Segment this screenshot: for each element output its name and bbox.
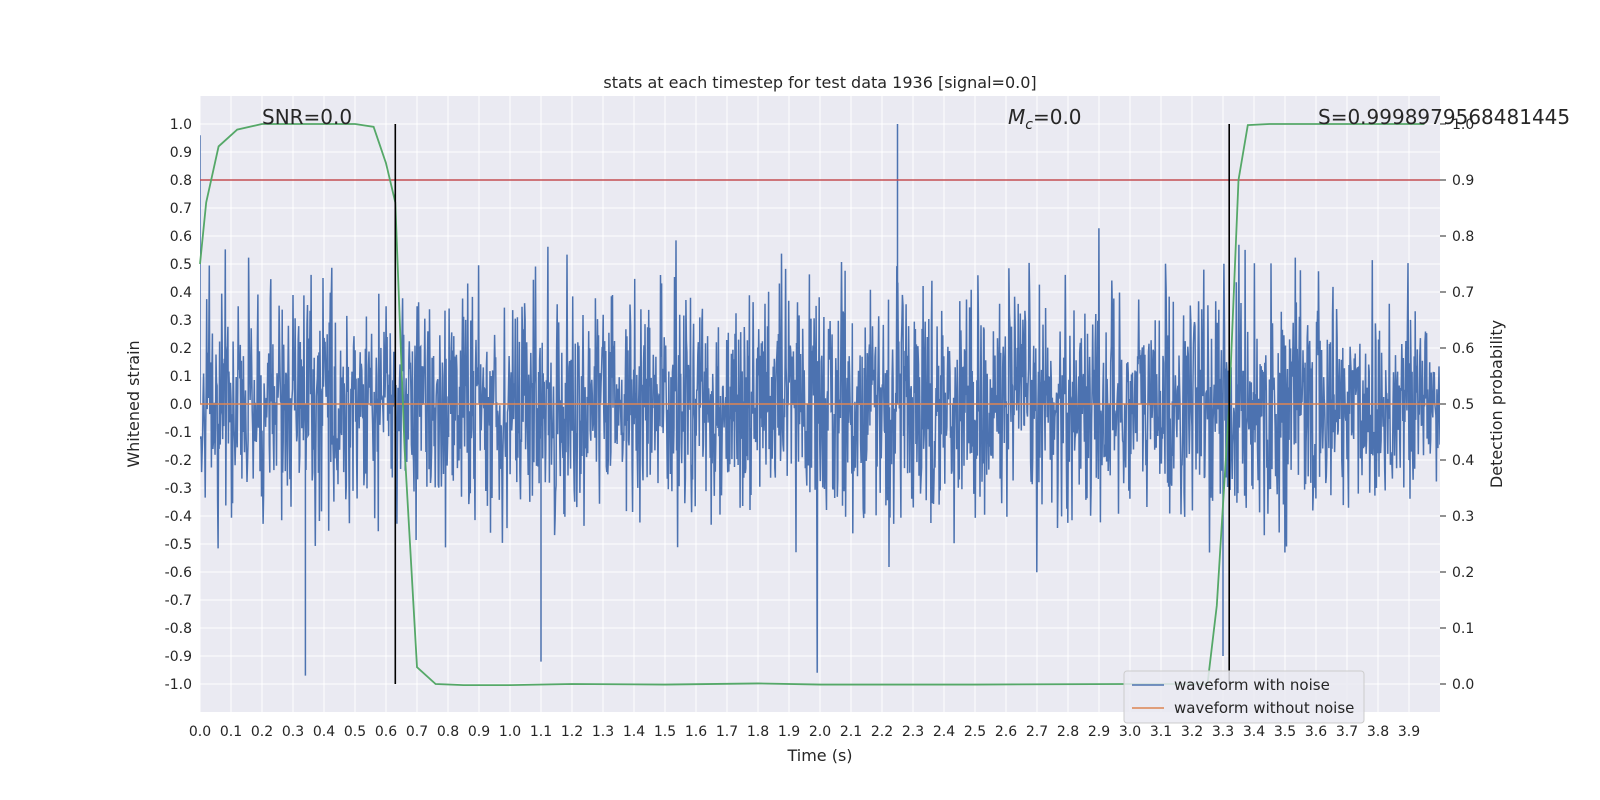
legend-box [1123,670,1365,724]
x-tick-label: 1.9 [778,724,800,740]
x-tick-label: 0.8 [437,724,459,740]
y2-tick-label: 0.6 [1452,341,1474,357]
y-tick-label: 0.8 [170,173,192,189]
mc-annotation: Mc=0.0 [1008,105,1082,133]
x-tick-label: 2.7 [1026,724,1048,740]
y-tick-label: 0.1 [170,369,192,385]
y-tick-label: -0.5 [165,537,192,553]
y-tick-label: 0.9 [170,145,192,161]
x-tick-label: 2.1 [840,724,862,740]
x-tick-label: 1.4 [623,724,645,740]
x-tick-label: 3.9 [1398,724,1420,740]
x-tick-label: 1.2 [561,724,583,740]
x-tick-label: 0.3 [282,724,304,740]
chart-title: stats at each timestep for test data 193… [603,73,1036,92]
x-tick-label: 2.4 [933,724,955,740]
x-tick-label: 3.4 [1243,724,1265,740]
x-tick-label: 3.0 [1119,724,1141,740]
y-tick-label: -0.3 [165,481,192,497]
y-tick-label: -0.2 [165,453,192,469]
y-tick-label: 0.0 [170,397,192,413]
x-tick-label: 0.2 [251,724,273,740]
y2-tick-label: 0.2 [1452,565,1474,581]
x-tick-label: 2.9 [1088,724,1110,740]
x-tick-labels: 0.0 0.1 0.2 0.3 0.4 0.5 0.6 0.7 0.8 0.9 1.0 1.1 1.2 1… [189,724,1420,740]
x-tick-label: 3.8 [1367,724,1389,740]
y-tick-label: 0.4 [170,285,192,301]
x-tick-label: 2.6 [995,724,1017,740]
x-tick-label: 3.1 [1150,724,1172,740]
legend-label-clean: waveform without noise [1174,699,1354,717]
mc-subscript: c [1025,117,1033,133]
x-tick-label: 3.2 [1181,724,1203,740]
y2-tick-labels: 1.0 0.9 0.8 0.7 0.6 0.5 0.4 0.3 0.2 0.1 0.0 [1440,117,1474,693]
x-tick-label: 3.5 [1274,724,1296,740]
y2-tick-label: 0.7 [1452,285,1474,301]
x-tick-label: 2.3 [902,724,924,740]
x-tick-label: 3.3 [1212,724,1234,740]
legend-label-noise: waveform with noise [1174,676,1330,694]
y2-tick-label: 0.3 [1452,509,1474,525]
y2-tick-label: 0.9 [1452,173,1474,189]
y-tick-label: -0.4 [165,509,192,525]
snr-annotation: SNR=0.0 [262,105,352,129]
x-tick-label: 0.9 [468,724,490,740]
y-tick-label: 0.5 [170,257,192,273]
x-tick-label: 2.8 [1057,724,1079,740]
y-tick-label: 0.3 [170,313,192,329]
x-tick-label: 1.0 [499,724,521,740]
y-tick-label: -1.0 [165,677,192,693]
y-tick-label: 0.2 [170,341,192,357]
x-axis-title: Time (s) [786,746,852,765]
s-annotation: S=0.9998979568481445 [1318,105,1570,129]
x-tick-label: 2.5 [964,724,986,740]
y-tick-label: -0.1 [165,425,192,441]
y-tick-label: -0.8 [165,621,192,637]
y-axis-title: Whitened strain [124,340,143,467]
x-tick-label: 0.4 [313,724,335,740]
y-tick-label: -0.9 [165,649,192,665]
y-tick-label: 0.7 [170,201,192,217]
y2-tick-label: 0.1 [1452,621,1474,637]
x-tick-label: 0.5 [344,724,366,740]
x-tick-label: 3.6 [1305,724,1327,740]
y2-tick-label: 0.5 [1452,397,1474,413]
x-tick-label: 2.0 [809,724,831,740]
legend: waveform with noise waveform without noi… [1123,670,1365,724]
detection-probability-series [199,123,1425,687]
x-tick-label: 0.7 [406,724,428,740]
y2-tick-label: 0.4 [1452,453,1474,469]
y2-axis-title: Detection probability [1487,320,1506,488]
x-tick-label: 1.8 [747,724,769,740]
y2-tick-label: 0.0 [1452,677,1474,693]
x-tick-label: 1.6 [685,724,707,740]
x-tick-label: 1.1 [530,724,552,740]
mc-symbol: M [1008,105,1025,129]
x-tick-label: 1.3 [592,724,614,740]
x-tick-label: 1.5 [654,724,676,740]
waveform-with-noise-line [200,124,1440,676]
y-tick-labels: 1.0 0.9 0.8 0.7 0.6 0.5 0.4 0.3 0.2 0.1 0.0 -0.1 -0.… [165,117,192,693]
x-tick-label: 3.7 [1336,724,1358,740]
y-tick-label: -0.7 [165,593,192,609]
y2-tick-label: 1.0 [1452,117,1474,133]
waveform-with-noise-series [200,124,1440,676]
mc-value: =0.0 [1033,105,1082,129]
x-tick-label: 0.6 [375,724,397,740]
x-tick-label: 1.7 [716,724,738,740]
x-tick-label: 0.0 [189,724,211,740]
x-tick-label: 2.2 [871,724,893,740]
y-tick-label: 0.6 [170,229,192,245]
y-tick-label: 1.0 [170,117,192,133]
detection-probability-line [199,123,1425,687]
y2-tick-label: 0.8 [1452,229,1474,245]
vertical-markers [394,124,1230,684]
x-tick-label: 0.1 [220,724,242,740]
y-tick-label: -0.6 [165,565,192,581]
